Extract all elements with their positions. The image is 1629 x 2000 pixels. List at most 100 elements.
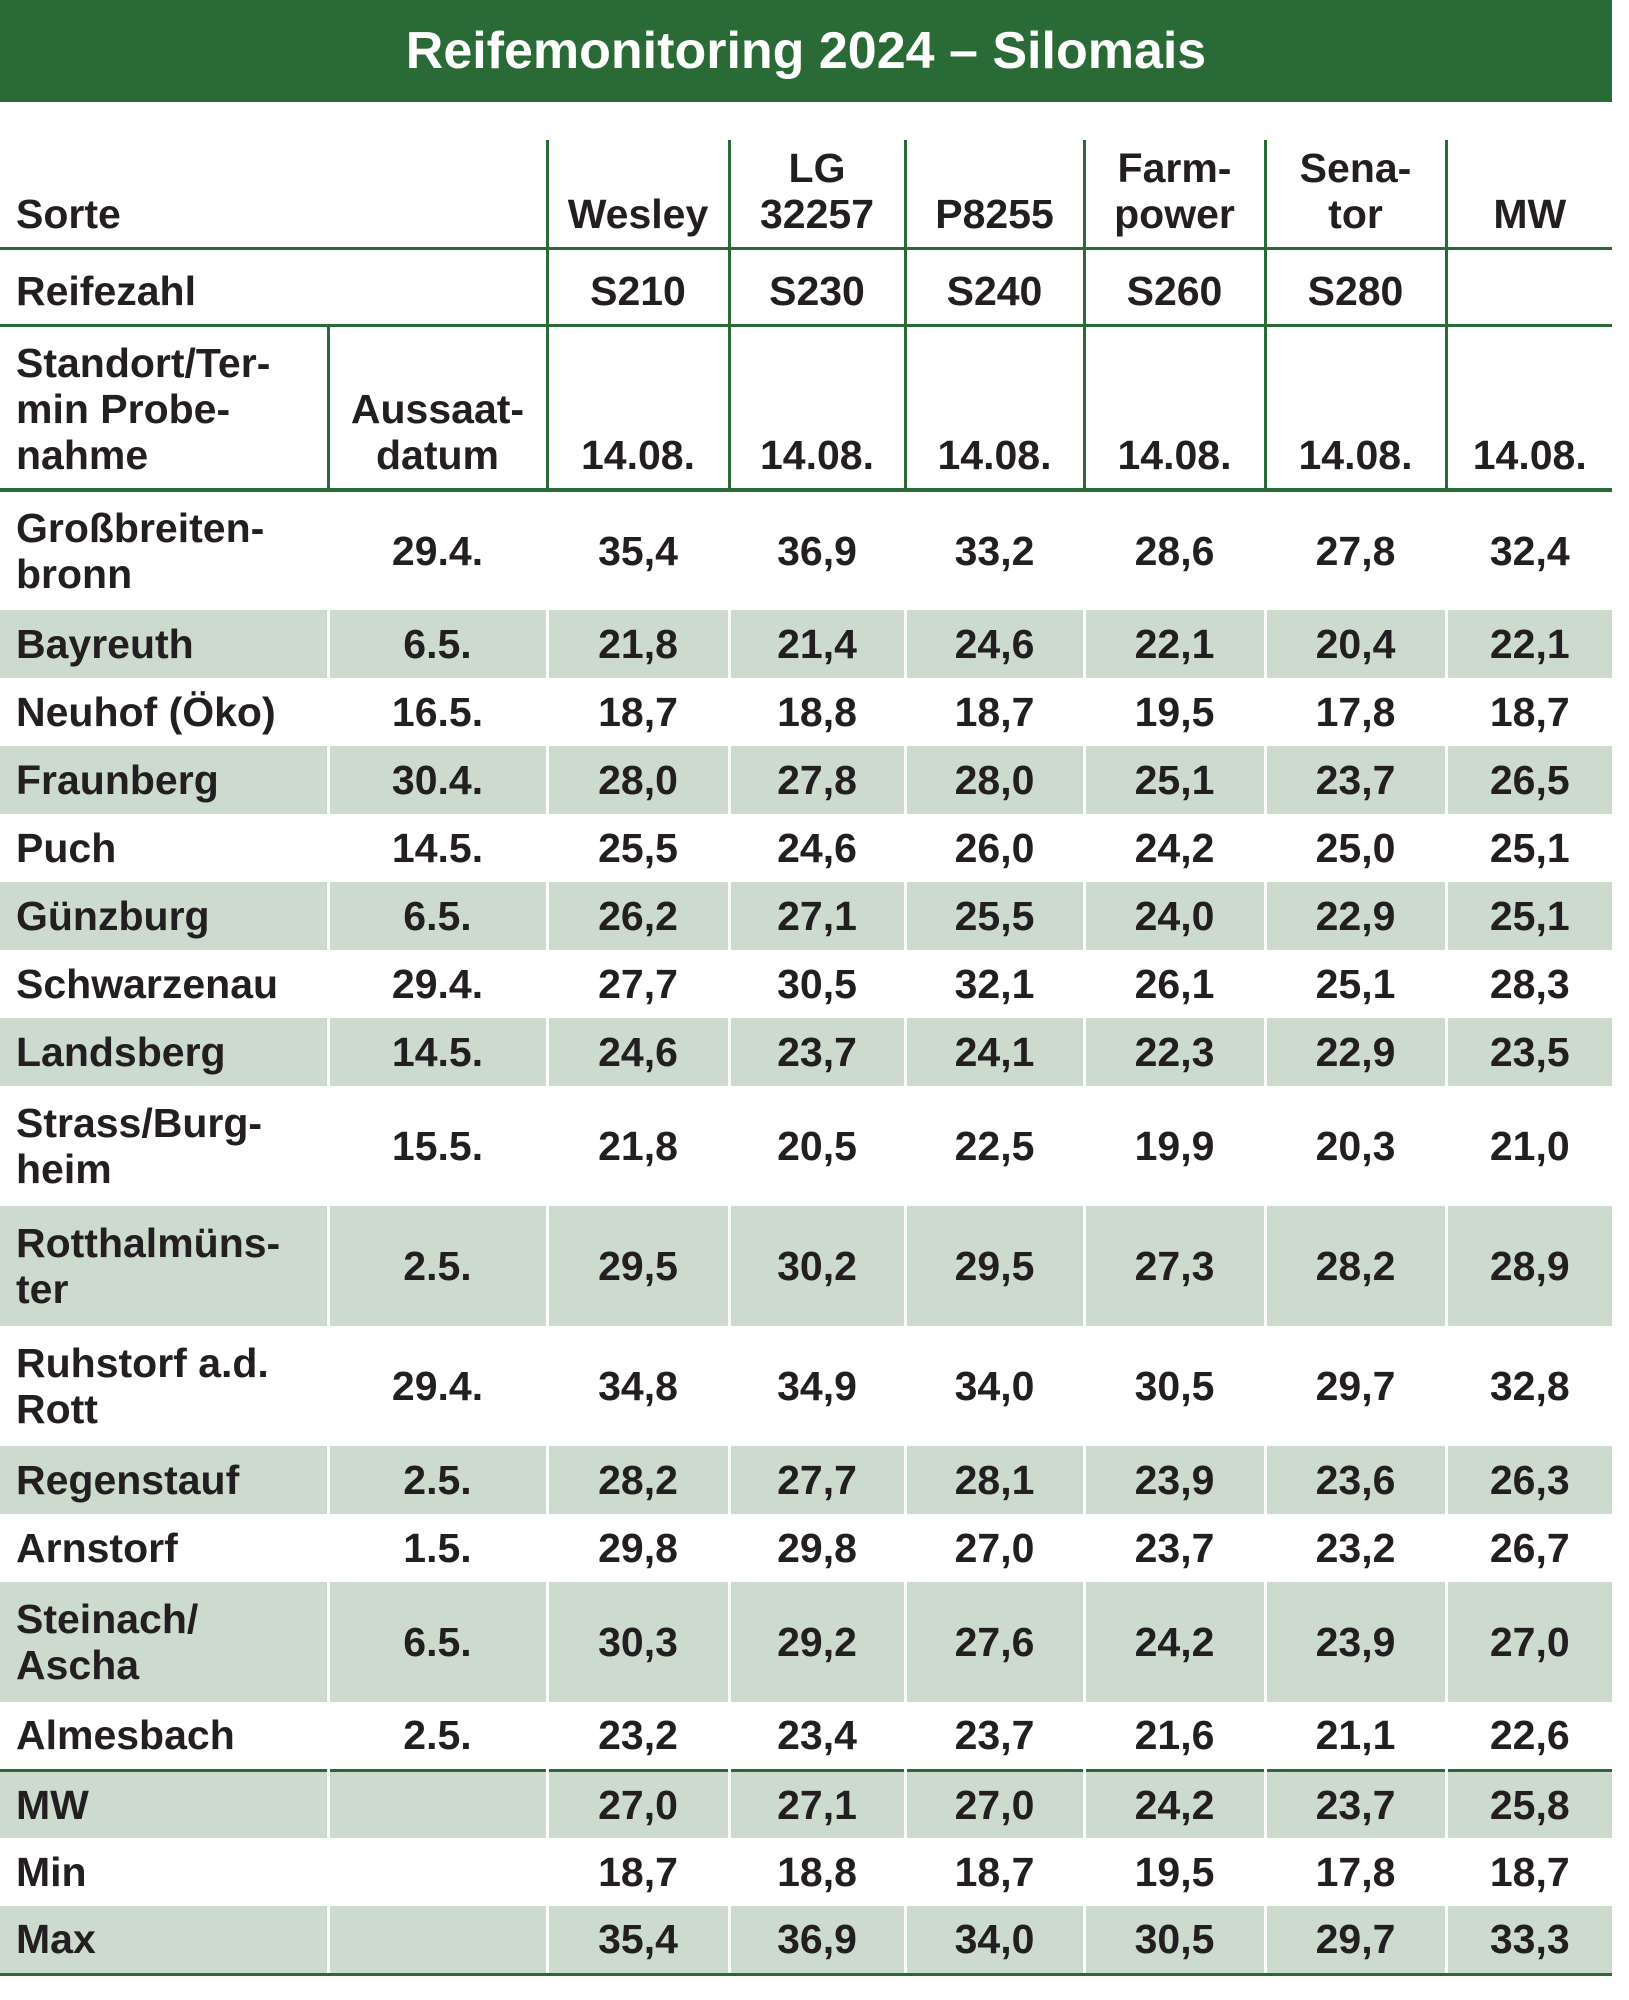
value-cell: 27,1 <box>727 882 905 950</box>
value-cell: 29,7 <box>1263 1326 1446 1446</box>
sowing-date: 16.5. <box>326 678 547 746</box>
value-cell: 25,8 <box>1444 1768 1612 1838</box>
value-cell: 30,5 <box>1082 1326 1265 1446</box>
value-cell: 26,0 <box>903 814 1084 882</box>
value-cell: 19,9 <box>1082 1086 1265 1206</box>
value-cell: 36,9 <box>727 490 905 610</box>
value-cell: 29,7 <box>1263 1906 1446 1976</box>
value-cell: 28,1 <box>903 1446 1084 1514</box>
value-cell: 21,4 <box>727 610 905 678</box>
value-cell: 28,0 <box>545 746 729 814</box>
value-cell: 23,9 <box>1082 1446 1265 1514</box>
value-cell: 26,5 <box>1444 746 1612 814</box>
value-cell: 27,0 <box>903 1768 1084 1838</box>
sowing-date: 6.5. <box>326 610 547 678</box>
row-label: MW <box>0 1768 328 1838</box>
empty-cell <box>326 1906 547 1976</box>
value-cell: 27,7 <box>727 1446 905 1514</box>
value-cell: 22,3 <box>1082 1018 1265 1086</box>
value-cell: 25,1 <box>1444 814 1612 882</box>
table-row: Ruhstorf a.d. Rott 29.4. 34,8 34,9 34,0 30,5 2… <box>0 1326 1612 1446</box>
header-cell: Reifezahl <box>0 248 547 327</box>
table-row: Standort/Ter- min Probe- nahme Aussaat- d… <box>0 325 1612 492</box>
table-row: Landsberg 14.5. 24,6 23,7 24,1 22,3 22,9 23,5 <box>0 1018 1612 1086</box>
value-cell: 35,4 <box>545 490 729 610</box>
value-cell: 22,5 <box>903 1086 1084 1206</box>
row-label: Arnstorf <box>16 1525 178 1571</box>
value-cell: 29,8 <box>545 1514 729 1582</box>
table-row: Rotthalmüns- ter 2.5. 29,5 30,2 29,5 27,3 28,2… <box>0 1206 1612 1326</box>
value-cell: 23,7 <box>903 1702 1084 1770</box>
table-row: Bayreuth 6.5. 21,8 21,4 24,6 22,1 20,4 22,1 <box>0 610 1612 678</box>
row-label: Max <box>0 1906 328 1976</box>
value-cell: 34,0 <box>903 1906 1084 1976</box>
maturity-number: S210 <box>545 248 729 327</box>
row-label: Almesbach <box>16 1712 235 1759</box>
value-cell: 23,7 <box>1263 746 1446 814</box>
row-label: Landsberg <box>0 1018 328 1086</box>
sowing-date: 2.5. <box>326 1702 547 1770</box>
row-label: Rotthalmüns- ter <box>0 1206 328 1326</box>
value-cell: 25,5 <box>545 814 729 882</box>
value-cell: 20,4 <box>1263 610 1446 678</box>
value-cell: 18,7 <box>1444 1838 1612 1906</box>
sowing-date: 29.4. <box>326 1326 547 1446</box>
table-row: Max 35,4 36,9 34,0 30,5 29,7 33,3 <box>0 1906 1612 1976</box>
sampling-date: 14.08. <box>903 325 1084 492</box>
value-cell: 17,8 <box>1263 1838 1446 1906</box>
table-row: Regenstauf 2.5. 28,2 27,7 28,1 23,9 23,6 26,3 <box>0 1446 1612 1514</box>
value-cell: 24,6 <box>545 1018 729 1086</box>
table-row: Strass/Burg- heim 15.5. 21,8 20,5 22,5 19,9 20… <box>0 1086 1612 1206</box>
value-cell: 18,7 <box>545 678 729 746</box>
value-cell: 28,6 <box>1082 490 1265 610</box>
maturity-number: S260 <box>1082 248 1265 327</box>
value-cell: 20,5 <box>727 1086 905 1206</box>
table-row: Neuhof (Öko) 16.5. 18,7 18,8 18,7 19,5 17,8 18,… <box>0 678 1612 746</box>
sowing-date: 6.5. <box>326 1582 547 1702</box>
row-label: Ruhstorf a.d. Rott <box>16 1340 269 1432</box>
value-cell: 20,3 <box>1263 1086 1446 1206</box>
sowing-date: 1.5. <box>326 1514 547 1582</box>
value-cell: 23,5 <box>1444 1018 1612 1086</box>
sowing-date: 29.4. <box>326 950 547 1018</box>
table-row: Steinach/ Ascha 6.5. 30,3 29,2 27,6 24,2 23,9 2… <box>0 1582 1612 1702</box>
value-cell: 24,2 <box>1082 1582 1265 1702</box>
maturity-number: S240 <box>903 248 1084 327</box>
empty-cell <box>1444 248 1612 327</box>
table-row: Sorte Wesley LG 32257 P8255 Farm- power Sena-… <box>0 140 1612 250</box>
value-cell: 33,3 <box>1444 1906 1612 1976</box>
empty-cell <box>326 1838 547 1906</box>
value-cell: 34,8 <box>545 1326 729 1446</box>
value-cell: 19,5 <box>1082 678 1265 746</box>
value-cell: 26,7 <box>1444 1514 1612 1582</box>
row-label: Neuhof (Öko) <box>16 689 276 735</box>
value-cell: 22,6 <box>1444 1702 1612 1770</box>
table-row: Günzburg 6.5. 26,2 27,1 25,5 24,0 22,9 25,1 <box>0 882 1612 950</box>
sampling-date: 14.08. <box>727 325 905 492</box>
value-cell: 24,6 <box>727 814 905 882</box>
variety-header: P8255 <box>903 140 1084 250</box>
value-cell: 21,8 <box>545 1086 729 1206</box>
table-row: Puch 14.5. 25,5 24,6 26,0 24,2 25,0 25,1 <box>0 814 1612 882</box>
value-cell: 18,7 <box>1444 678 1612 746</box>
value-cell: 24,6 <box>903 610 1084 678</box>
value-cell: 25,0 <box>1263 814 1446 882</box>
row-label: Puch <box>16 825 117 871</box>
sowing-date: 14.5. <box>326 1018 547 1086</box>
value-cell: 18,8 <box>727 1838 905 1906</box>
sowing-date: 6.5. <box>326 882 547 950</box>
value-cell: 23,7 <box>1263 1768 1446 1838</box>
value-cell: 27,8 <box>1263 490 1446 610</box>
value-cell: 28,0 <box>903 746 1084 814</box>
value-cell: 21,8 <box>545 610 729 678</box>
value-cell: 29,2 <box>727 1582 905 1702</box>
value-cell: 27,0 <box>1444 1582 1612 1702</box>
value-cell: 27,0 <box>903 1514 1084 1582</box>
value-cell: 23,9 <box>1263 1582 1446 1702</box>
value-cell: 23,7 <box>1082 1514 1265 1582</box>
table-row: Fraunberg 30.4. 28,0 27,8 28,0 25,1 23,7 26,5 <box>0 746 1612 814</box>
value-cell: 25,5 <box>903 882 1084 950</box>
sampling-date: 14.08. <box>1082 325 1265 492</box>
value-cell: 24,2 <box>1082 814 1265 882</box>
